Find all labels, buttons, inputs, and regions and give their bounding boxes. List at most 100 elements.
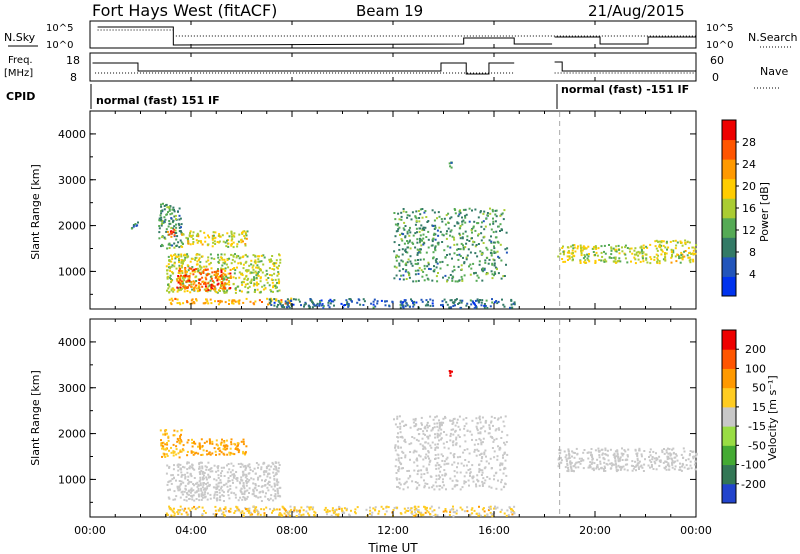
- power-cell: [190, 281, 193, 283]
- velocity-cell: [685, 459, 687, 462]
- power-cell: [308, 306, 311, 309]
- velocity-cell: [506, 434, 509, 437]
- velocity-cell: [242, 438, 245, 441]
- velocity-cell: [422, 448, 425, 450]
- velocity-cell: [615, 465, 618, 468]
- velocity-cell: [326, 509, 329, 511]
- power-cell: [649, 243, 652, 246]
- velocity-cell: [418, 484, 421, 487]
- power-cell: [571, 249, 574, 252]
- velocity-cell: [439, 432, 442, 435]
- velocity-cell: [189, 488, 192, 491]
- power-cell: [214, 300, 216, 303]
- power-cell: [694, 248, 697, 251]
- velocity-cell: [465, 464, 468, 467]
- power-cell: [613, 248, 616, 251]
- velocity-cell: [226, 471, 229, 474]
- velocity-cell: [462, 464, 465, 467]
- power-colorbar-tick-label: 8: [749, 246, 756, 259]
- velocity-cell: [424, 457, 427, 460]
- velocity-cell: [372, 507, 375, 510]
- velocity-cell: [180, 433, 182, 436]
- velocity-cell: [165, 453, 168, 456]
- velocity-cell: [186, 513, 189, 516]
- velocity-cell: [610, 462, 613, 465]
- velocity-cell: [168, 497, 171, 500]
- power-cell: [172, 287, 175, 290]
- power-cell: [178, 246, 181, 249]
- velocity-cell: [567, 466, 569, 469]
- velocity-cell: [397, 486, 400, 488]
- velocity-cell: [223, 475, 226, 477]
- power-cell: [181, 245, 184, 248]
- velocity-cell: [693, 463, 696, 466]
- velocity-cell: [247, 480, 250, 483]
- velocity-cell: [216, 444, 219, 447]
- power-cell: [216, 241, 219, 243]
- power-cell: [178, 257, 180, 260]
- velocity-cell: [456, 421, 459, 424]
- velocity-cell: [461, 486, 464, 489]
- power-cell: [404, 270, 407, 273]
- velocity-cell: [400, 512, 403, 515]
- velocity-cell: [397, 446, 400, 449]
- power-cell: [265, 278, 268, 281]
- velocity-cell: [453, 453, 456, 455]
- velocity-cell: [420, 416, 423, 419]
- velocity-cell: [196, 506, 199, 509]
- velocity-cell: [273, 495, 276, 498]
- power-cell: [372, 303, 375, 306]
- power-cell: [447, 212, 450, 215]
- velocity-cell: [183, 466, 186, 469]
- power-ytick-label: 4000: [58, 128, 86, 141]
- power-cell: [679, 256, 682, 259]
- velocity-cell: [434, 454, 437, 456]
- velocity-cell: [191, 442, 194, 444]
- velocity-cell: [192, 483, 195, 485]
- velocity-region-3: [165, 461, 282, 502]
- velocity-cell: [456, 418, 459, 421]
- power-cell: [662, 244, 665, 247]
- velocity-cell: [604, 467, 606, 469]
- power-cell: [201, 243, 204, 246]
- velocity-cell: [488, 427, 491, 430]
- velocity-cell: [690, 467, 693, 470]
- power-cell: [559, 252, 562, 255]
- power-cell: [186, 290, 189, 292]
- power-cell: [453, 243, 456, 246]
- velocity-cell: [494, 507, 497, 510]
- power-cell: [185, 236, 188, 239]
- velocity-cell: [403, 425, 406, 427]
- power-cell: [214, 231, 217, 234]
- velocity-cell: [479, 418, 481, 421]
- velocity-cell: [665, 465, 667, 468]
- velocity-cell: [233, 512, 236, 514]
- x-tick-label: 20:00: [579, 524, 611, 537]
- power-cell: [284, 300, 287, 303]
- power-cell: [485, 246, 488, 249]
- power-cell: [483, 303, 486, 305]
- velocity-colorbar-tick-label: -15: [748, 420, 766, 433]
- power-cell: [222, 277, 225, 280]
- velocity-cell: [206, 487, 208, 490]
- velocity-cell: [506, 453, 509, 456]
- velocity-cell: [173, 477, 175, 480]
- power-cell: [229, 275, 232, 278]
- velocity-cell: [479, 432, 482, 435]
- power-cell: [168, 208, 171, 211]
- velocity-cell: [205, 483, 208, 485]
- power-cell: [629, 250, 631, 253]
- velocity-cell: [163, 453, 166, 456]
- power-cell: [292, 303, 295, 306]
- power-cell: [468, 265, 470, 268]
- power-cell: [179, 267, 182, 270]
- velocity-cell: [443, 514, 446, 517]
- power-cell: [409, 231, 412, 234]
- velocity-cell: [185, 499, 188, 502]
- velocity-cell: [695, 453, 698, 456]
- velocity-cell: [267, 498, 269, 501]
- power-cell: [372, 306, 375, 309]
- power-cell: [176, 256, 178, 258]
- velocity-cell: [397, 445, 400, 448]
- velocity-cell: [253, 494, 256, 497]
